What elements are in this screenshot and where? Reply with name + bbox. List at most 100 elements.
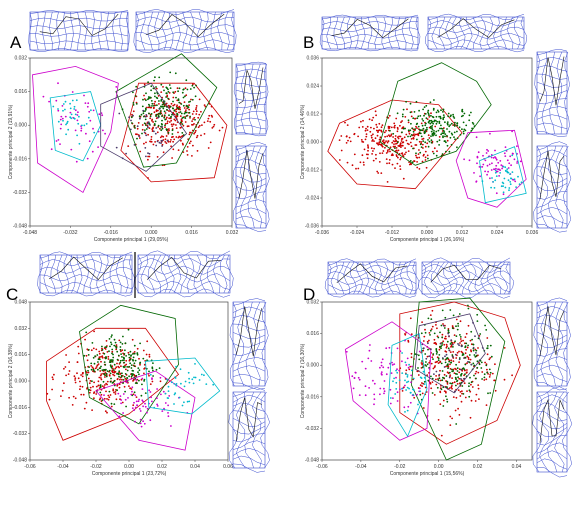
- data-point: [67, 128, 70, 131]
- data-point: [434, 361, 437, 364]
- data-point: [453, 136, 455, 139]
- data-point: [392, 136, 394, 138]
- data-point: [410, 333, 413, 336]
- data-point: [188, 133, 191, 136]
- data-point: [191, 378, 194, 381]
- data-point: [365, 135, 368, 138]
- panel-letter: C: [6, 285, 18, 304]
- data-point: [431, 150, 434, 153]
- data-point: [127, 385, 130, 387]
- data-point: [388, 148, 391, 151]
- data-point: [180, 118, 183, 121]
- data-point: [402, 155, 405, 158]
- data-point: [92, 347, 95, 350]
- data-point: [397, 137, 400, 140]
- data-point: [107, 398, 110, 401]
- data-point: [472, 349, 475, 352]
- data-point: [106, 380, 109, 383]
- data-point: [406, 409, 409, 412]
- data-point: [69, 116, 72, 119]
- data-point: [438, 136, 441, 138]
- data-point: [474, 335, 476, 338]
- data-point: [398, 379, 401, 381]
- grid-line: [563, 301, 571, 387]
- data-point: [453, 334, 456, 336]
- data-point: [98, 384, 100, 387]
- convex-hull: [414, 313, 486, 394]
- data-point: [83, 354, 86, 357]
- data-point: [166, 94, 169, 97]
- panel-a: A-0.048 -0.032 -0.016 0.000 0.016 0.0320.0320…: [8, 9, 270, 243]
- landmark-wire: [539, 398, 565, 443]
- data-point: [113, 374, 116, 377]
- data-point: [449, 368, 452, 370]
- grid-line: [536, 131, 568, 138]
- data-point: [502, 193, 505, 196]
- data-point: [93, 391, 96, 394]
- data-point: [125, 368, 127, 371]
- data-point: [422, 340, 425, 342]
- data-point: [136, 127, 139, 130]
- grid-line: [235, 142, 267, 150]
- data-point: [359, 161, 362, 164]
- data-point: [479, 333, 482, 335]
- data-point: [431, 325, 434, 328]
- data-point: [371, 153, 373, 155]
- grid-line: [547, 391, 558, 473]
- data-point: [98, 376, 101, 379]
- data-point: [367, 153, 369, 156]
- data-point: [445, 395, 447, 398]
- data-point: [167, 415, 170, 418]
- grid-line: [232, 440, 266, 450]
- data-point: [149, 383, 152, 385]
- data-point: [183, 112, 186, 115]
- data-point: [441, 132, 444, 135]
- data-point: [396, 136, 399, 139]
- data-point: [417, 115, 420, 118]
- data-point: [444, 335, 447, 338]
- data-point: [449, 124, 452, 126]
- data-point: [489, 344, 492, 347]
- data-point: [155, 87, 158, 90]
- data-point: [470, 363, 473, 366]
- data-point: [120, 350, 122, 353]
- data-point: [162, 105, 164, 108]
- data-point: [414, 144, 417, 146]
- data-point: [455, 325, 457, 328]
- data-point: [400, 156, 402, 159]
- data-point: [416, 393, 418, 396]
- data-point: [89, 380, 92, 382]
- data-point: [194, 118, 196, 121]
- data-point: [60, 115, 63, 118]
- data-point: [475, 349, 478, 352]
- data-point: [93, 370, 96, 373]
- data-point: [125, 363, 128, 366]
- data-point: [416, 117, 419, 120]
- data-point: [393, 377, 395, 380]
- data-point: [180, 139, 182, 142]
- data-point: [419, 129, 422, 132]
- data-point: [402, 177, 405, 180]
- data-point: [426, 128, 428, 131]
- data-point: [150, 136, 153, 138]
- data-point: [448, 387, 451, 389]
- grid-line: [536, 306, 568, 314]
- data-point: [155, 117, 158, 120]
- data-point: [418, 109, 420, 112]
- data-point: [400, 152, 403, 155]
- grid-line: [224, 11, 230, 51]
- series-3: [387, 333, 428, 438]
- grid-line: [135, 9, 235, 15]
- data-point: [195, 108, 197, 111]
- data-point: [161, 103, 164, 106]
- data-point: [462, 121, 465, 124]
- data-point: [148, 353, 151, 356]
- data-point: [483, 376, 486, 379]
- data-point: [451, 417, 453, 420]
- data-point: [396, 371, 399, 374]
- data-point: [131, 386, 134, 389]
- data-point: [113, 363, 116, 366]
- data-point: [402, 108, 405, 111]
- data-point: [454, 121, 456, 124]
- data-point: [412, 393, 415, 396]
